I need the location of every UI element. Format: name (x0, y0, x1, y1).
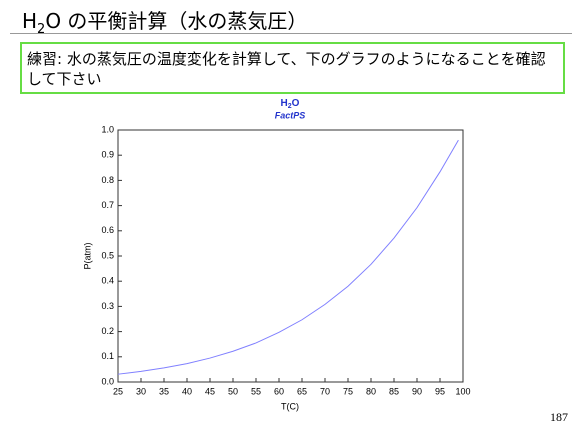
x-tick-label: 65 (297, 386, 307, 396)
x-tick-label: 50 (228, 386, 238, 396)
title-rule (10, 33, 572, 34)
y-tick-label: 1.0 (101, 124, 114, 134)
x-axis-label: T(C) (281, 401, 299, 411)
y-tick-label: 0.2 (101, 326, 114, 336)
y-tick-label: 0.4 (101, 276, 114, 286)
x-tick-label: 35 (159, 386, 169, 396)
chart-title-text: O (292, 98, 300, 109)
y-tick-label: 0.5 (101, 250, 114, 260)
x-tick-label: 100 (455, 386, 470, 396)
y-tick-label: 0.0 (101, 376, 114, 386)
y-tick-label: 0.6 (101, 225, 114, 235)
x-tick-label: 70 (320, 386, 330, 396)
y-tick-label: 0.7 (101, 200, 114, 210)
title-text: H (22, 9, 38, 33)
x-tick-label: 90 (412, 386, 422, 396)
data-line (117, 139, 459, 375)
title-subscript: 2 (37, 22, 46, 37)
y-tick-label: 0.9 (101, 150, 114, 160)
plot-frame (117, 129, 464, 383)
task-box: 練習: 水の蒸気圧の温度変化を計算して、下のグラフのようになることを確認して下さ… (20, 42, 565, 94)
chart-title-text: H (281, 98, 288, 109)
y-axis-label: P(atm) (82, 242, 92, 269)
x-tick-label: 95 (435, 386, 445, 396)
chart-title-subscript: 2 (288, 103, 292, 110)
x-tick-label: 85 (389, 386, 399, 396)
x-tick-label: 55 (251, 386, 261, 396)
y-tick-label: 0.1 (101, 351, 114, 361)
x-tick-label: 75 (343, 386, 353, 396)
y-tick-label: 0.8 (101, 175, 114, 185)
x-tick-label: 45 (205, 386, 215, 396)
x-tick-label: 40 (182, 386, 192, 396)
y-tick-label: 0.3 (101, 301, 114, 311)
title-text: O の平衡計算（水の蒸気圧） (45, 9, 308, 33)
slide-title: H2O の平衡計算（水の蒸気圧） (22, 5, 307, 37)
x-tick-label: 25 (113, 386, 123, 396)
chart-title: H2O (281, 98, 300, 110)
x-tick-label: 30 (136, 386, 146, 396)
x-tick-label: 80 (366, 386, 376, 396)
page-number: 187 (550, 410, 568, 424)
chart-subtitle: FactPS (275, 110, 306, 120)
x-tick-label: 60 (274, 386, 284, 396)
